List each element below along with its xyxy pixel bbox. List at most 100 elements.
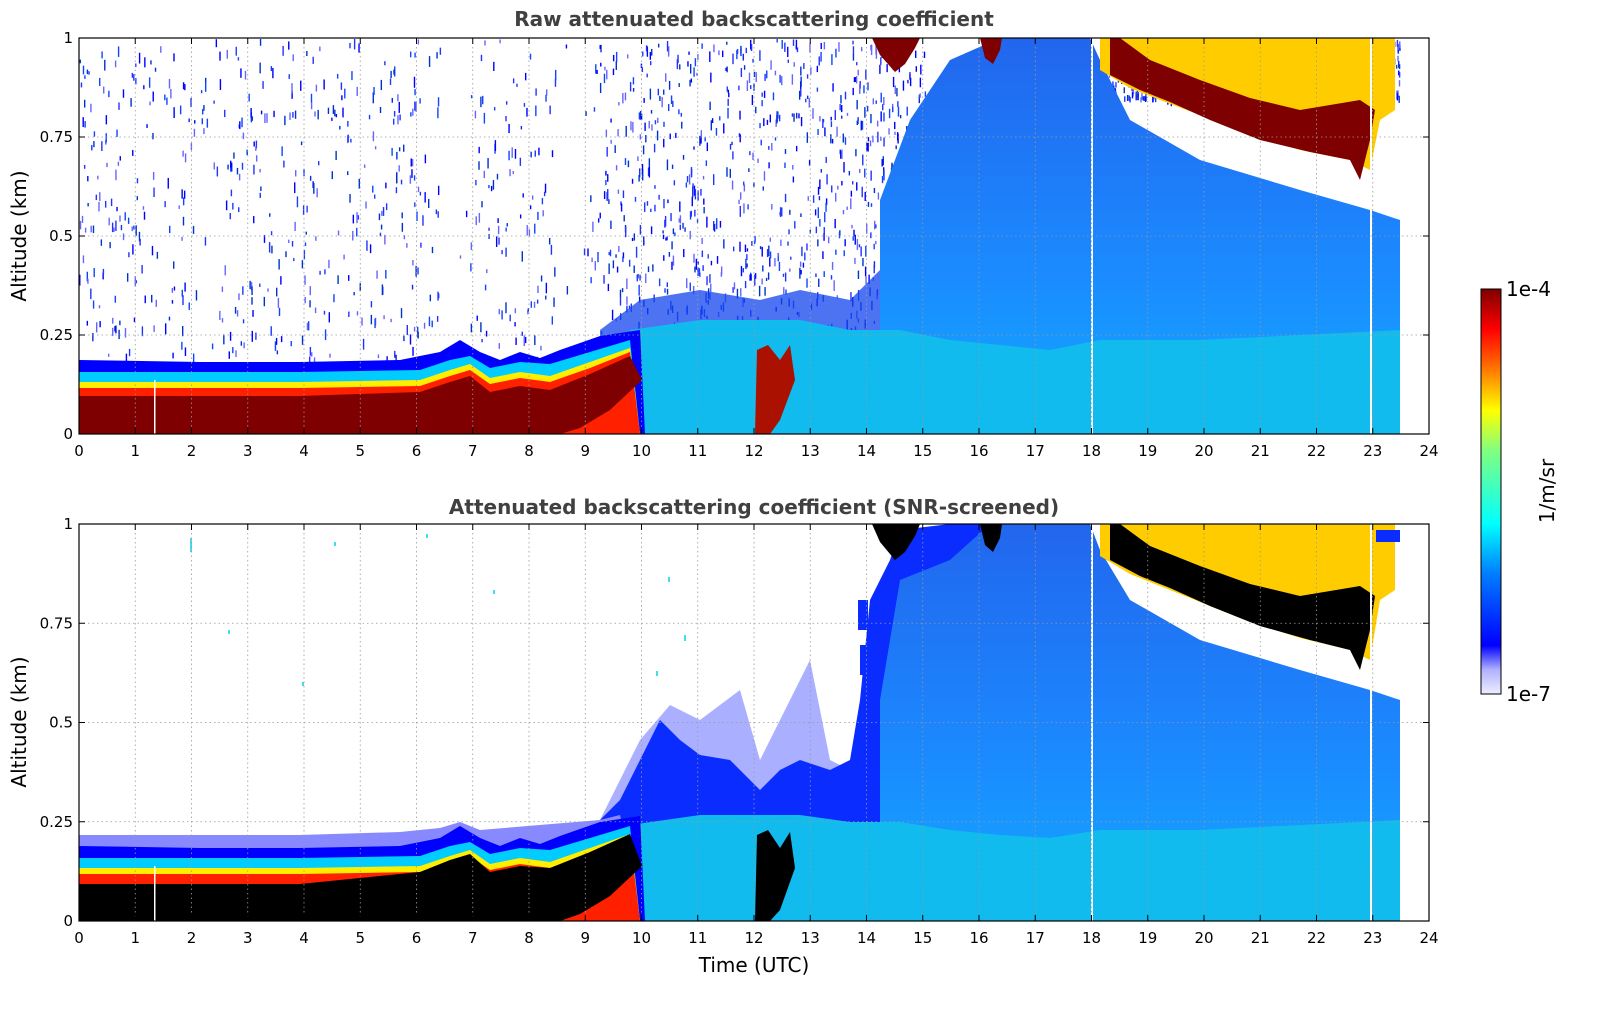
noise-pixel: [663, 89, 665, 95]
noise-pixel: [241, 117, 243, 128]
panel-screened-aerosol-column: [880, 524, 1400, 921]
noise-pixel: [235, 350, 237, 358]
noise-pixel: [815, 226, 818, 234]
noise-pixel: [127, 217, 130, 224]
panel-raw-x-tick-label: 22: [1307, 442, 1326, 460]
noise-pixel: [533, 301, 536, 308]
panel-raw-cloud-16h: [980, 38, 1002, 64]
panel-screened-patch: [860, 645, 868, 675]
noise-pixel: [745, 47, 747, 54]
noise-pixel: [852, 181, 854, 185]
noise-pixel: [825, 156, 827, 163]
noise-pixel: [179, 105, 182, 115]
noise-pixel: [781, 207, 783, 217]
noise-pixel: [527, 310, 529, 315]
noise-pixel: [105, 115, 108, 125]
noise-pixel: [711, 118, 714, 124]
noise-pixel: [806, 74, 809, 79]
noise-pixel: [622, 190, 625, 198]
noise-pixel: [181, 289, 183, 297]
noise-pixel: [545, 89, 548, 96]
noise-pixel: [414, 89, 416, 96]
noise-pixel: [607, 283, 610, 292]
noise-pixel: [515, 337, 517, 345]
noise-pixel: [866, 143, 868, 151]
noise-pixel: [182, 82, 185, 90]
noise-pixel: [184, 282, 186, 292]
noise-pixel: [512, 78, 515, 84]
noise-pixel: [266, 113, 268, 123]
noise-pixel: [628, 259, 631, 267]
noise-pixel: [645, 135, 647, 143]
noise-pixel: [153, 187, 155, 197]
noise-pixel: [102, 272, 104, 280]
noise-pixel: [139, 238, 141, 246]
panel-raw-x-tick-label: 2: [187, 442, 197, 460]
noise-pixel: [852, 236, 854, 241]
noise-pixel: [769, 114, 772, 123]
noise-pixel: [836, 295, 838, 299]
noise-pixel: [304, 242, 307, 246]
noise-pixel: [657, 117, 659, 124]
noise-pixel: [789, 209, 791, 215]
noise-pixel: [742, 53, 744, 61]
noise-pixel: [775, 119, 777, 127]
noise-pixel: [897, 106, 900, 117]
noise-pixel: [385, 182, 387, 189]
panel-screened-cloud-14h: [872, 524, 920, 560]
noise-pixel: [784, 162, 786, 168]
noise-pixel: [614, 145, 616, 153]
noise-pixel: [894, 131, 896, 135]
noise-pixel: [240, 341, 243, 346]
noise-pixel: [621, 288, 624, 293]
panel-screened-mixed-layer: [620, 815, 1400, 921]
noise-pixel: [844, 137, 847, 145]
noise-pixel: [685, 182, 688, 188]
noise-pixel: [804, 252, 806, 261]
noise-pixel: [403, 144, 405, 152]
noise-pixel: [114, 326, 116, 332]
noise-pixel: [657, 43, 660, 48]
panel-raw-x-tick-label: 23: [1363, 442, 1382, 460]
noise-pixel: [82, 117, 84, 128]
noise-pixel: [709, 101, 711, 111]
noise-pixel: [638, 284, 640, 296]
noise-pixel: [398, 165, 400, 172]
noise-pixel: [327, 107, 330, 114]
noise-pixel: [417, 186, 420, 193]
noise-pixel: [659, 95, 661, 101]
noise-pixel: [118, 329, 120, 340]
noise-pixel: [850, 198, 852, 210]
noise-pixel: [727, 89, 730, 94]
noise-pixel: [403, 235, 406, 240]
noise-pixel: [166, 97, 168, 105]
noise-pixel: [822, 119, 825, 123]
noise-pixel: [894, 121, 896, 130]
noise-pixel: [819, 219, 821, 227]
panel-screened-x-tick-label: 21: [1251, 929, 1270, 947]
noise-pixel: [743, 181, 745, 186]
panel-screened-x-tick-label: 3: [243, 929, 253, 947]
noise-pixel: [544, 183, 547, 193]
noise-pixel: [83, 164, 86, 169]
noise-pixel: [242, 319, 245, 324]
noise-pixel: [236, 310, 239, 317]
noise-pixel: [125, 353, 128, 363]
noise-pixel: [694, 209, 696, 217]
noise-pixel: [639, 224, 642, 235]
noise-pixel: [751, 241, 753, 246]
noise-pixel: [505, 247, 507, 257]
noise-pixel: [799, 267, 801, 279]
noise-pixel: [79, 59, 81, 64]
noise-pixel: [883, 169, 885, 181]
noise-pixel: [698, 268, 701, 277]
noise-pixel: [679, 64, 681, 70]
noise-pixel: [470, 242, 473, 250]
noise-pixel: [356, 212, 358, 224]
noise-pixel: [530, 301, 533, 308]
noise-pixel: [622, 256, 624, 263]
panel-raw-upper-cloud-core: [1110, 38, 1375, 180]
noise-pixel: [792, 176, 795, 183]
noise-pixel: [201, 118, 204, 125]
noise-pixel: [754, 273, 757, 279]
